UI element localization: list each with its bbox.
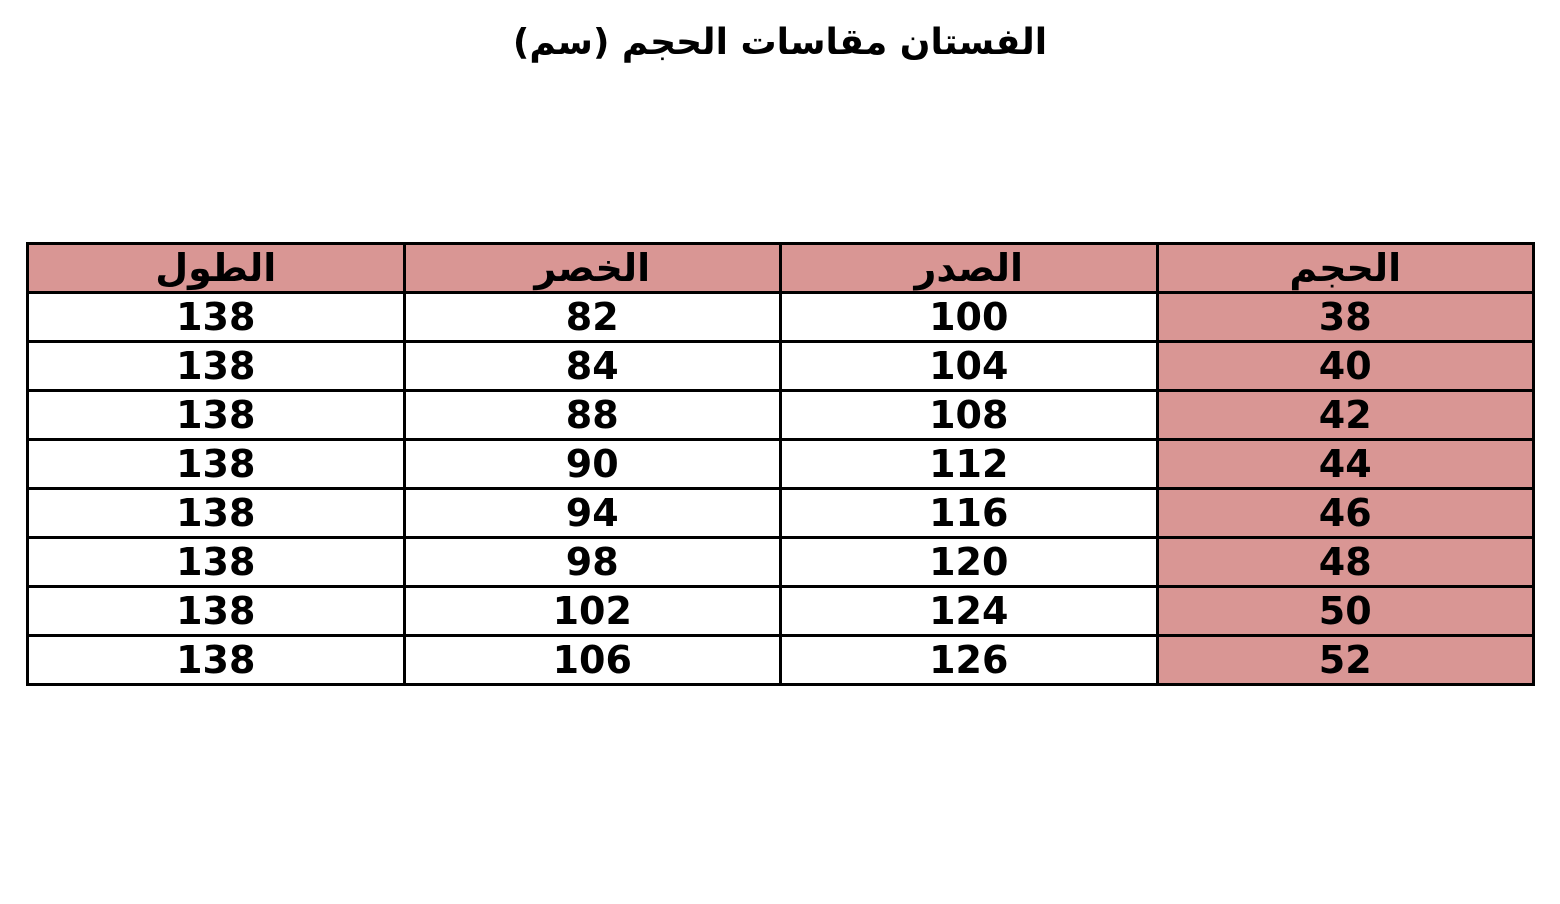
cell-bust: 116 xyxy=(779,487,1159,539)
cell-size: 52 xyxy=(1155,634,1535,686)
table-row: 50 124 102 138 xyxy=(26,585,1535,637)
table-row: 40 104 84 138 xyxy=(26,340,1535,392)
size-chart-table: الحجم الصدر الخصر الطول 38 100 82 138 40 104 8… xyxy=(26,242,1535,686)
cell-size: 50 xyxy=(1155,585,1535,637)
cell-waist: 82 xyxy=(402,291,782,343)
cell-bust: 108 xyxy=(779,389,1159,441)
cell-bust: 120 xyxy=(779,536,1159,588)
cell-bust: 124 xyxy=(779,585,1159,637)
cell-bust: 112 xyxy=(779,438,1159,490)
cell-waist: 102 xyxy=(402,585,782,637)
cell-size: 48 xyxy=(1155,536,1535,588)
cell-length: 138 xyxy=(26,389,406,441)
table-row: 52 126 106 138 xyxy=(26,634,1535,686)
header-size: الحجم xyxy=(1155,242,1535,294)
cell-waist: 84 xyxy=(402,340,782,392)
header-bust: الصدر xyxy=(779,242,1159,294)
cell-length: 138 xyxy=(26,340,406,392)
cell-waist: 98 xyxy=(402,536,782,588)
cell-waist: 88 xyxy=(402,389,782,441)
cell-size: 46 xyxy=(1155,487,1535,539)
cell-waist: 106 xyxy=(402,634,782,686)
cell-length: 138 xyxy=(26,536,406,588)
header-length: الطول xyxy=(26,242,406,294)
header-row: الحجم الصدر الخصر الطول xyxy=(26,242,1535,294)
cell-length: 138 xyxy=(26,291,406,343)
cell-size: 44 xyxy=(1155,438,1535,490)
cell-length: 138 xyxy=(26,487,406,539)
cell-length: 138 xyxy=(26,438,406,490)
table-row: 44 112 90 138 xyxy=(26,438,1535,490)
table-row: 48 120 98 138 xyxy=(26,536,1535,588)
cell-bust: 126 xyxy=(779,634,1159,686)
cell-waist: 90 xyxy=(402,438,782,490)
table-row: 42 108 88 138 xyxy=(26,389,1535,441)
header-waist: الخصر xyxy=(402,242,782,294)
cell-bust: 100 xyxy=(779,291,1159,343)
cell-size: 38 xyxy=(1155,291,1535,343)
cell-size: 42 xyxy=(1155,389,1535,441)
table-row: 46 116 94 138 xyxy=(26,487,1535,539)
cell-size: 40 xyxy=(1155,340,1535,392)
cell-bust: 104 xyxy=(779,340,1159,392)
cell-waist: 94 xyxy=(402,487,782,539)
page-title: الفستان مقاسات الحجم (سم) xyxy=(512,22,1048,63)
cell-length: 138 xyxy=(26,634,406,686)
cell-length: 138 xyxy=(26,585,406,637)
table-row: 38 100 82 138 xyxy=(26,291,1535,343)
